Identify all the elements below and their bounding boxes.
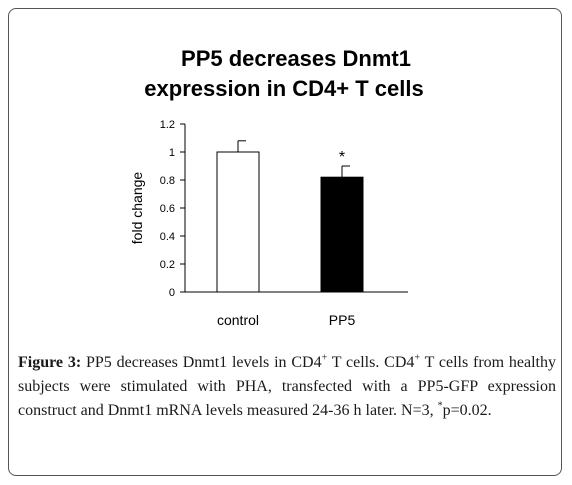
chart-title-line-2: expression in CD4+ T cells bbox=[144, 76, 424, 101]
y-tick-label: 1.2 bbox=[160, 119, 175, 131]
y-axis-label: fold change bbox=[129, 172, 145, 245]
caption-text-3: T cells from healthy subjects were stimu… bbox=[18, 354, 557, 419]
y-tick-label: 0.6 bbox=[160, 203, 175, 215]
bar-control bbox=[216, 151, 260, 293]
caption-text-4: p=0.02. bbox=[442, 402, 492, 419]
chart-title-line-1: PP5 decreases Dnmt1 bbox=[181, 46, 411, 71]
bar-pp5 bbox=[320, 176, 364, 293]
caption-sup-3: * bbox=[437, 400, 443, 412]
figure-frame bbox=[8, 8, 562, 476]
x-tick-label-pp5: PP5 bbox=[329, 312, 356, 328]
y-tick-label: 0.4 bbox=[160, 231, 175, 243]
y-tick-label: 0.2 bbox=[160, 259, 175, 271]
y-tick-label: 0 bbox=[169, 287, 175, 299]
figure-caption: Figure 3: PP5 decreases Dnmt1 levels in … bbox=[18, 351, 556, 423]
caption-text-2: T cells. CD4 bbox=[327, 354, 415, 371]
caption-label: Figure 3: bbox=[18, 354, 82, 371]
caption-text-1: PP5 decreases Dnmt1 levels in CD4 bbox=[81, 354, 322, 371]
y-tick-label: 0.8 bbox=[160, 175, 175, 187]
caption-sup-1: + bbox=[321, 352, 328, 364]
significance-marker-pp5: * bbox=[339, 149, 345, 166]
caption-sup-2: + bbox=[414, 352, 421, 364]
x-tick-label-control: control bbox=[217, 312, 259, 328]
y-tick-label: 1 bbox=[169, 147, 175, 159]
